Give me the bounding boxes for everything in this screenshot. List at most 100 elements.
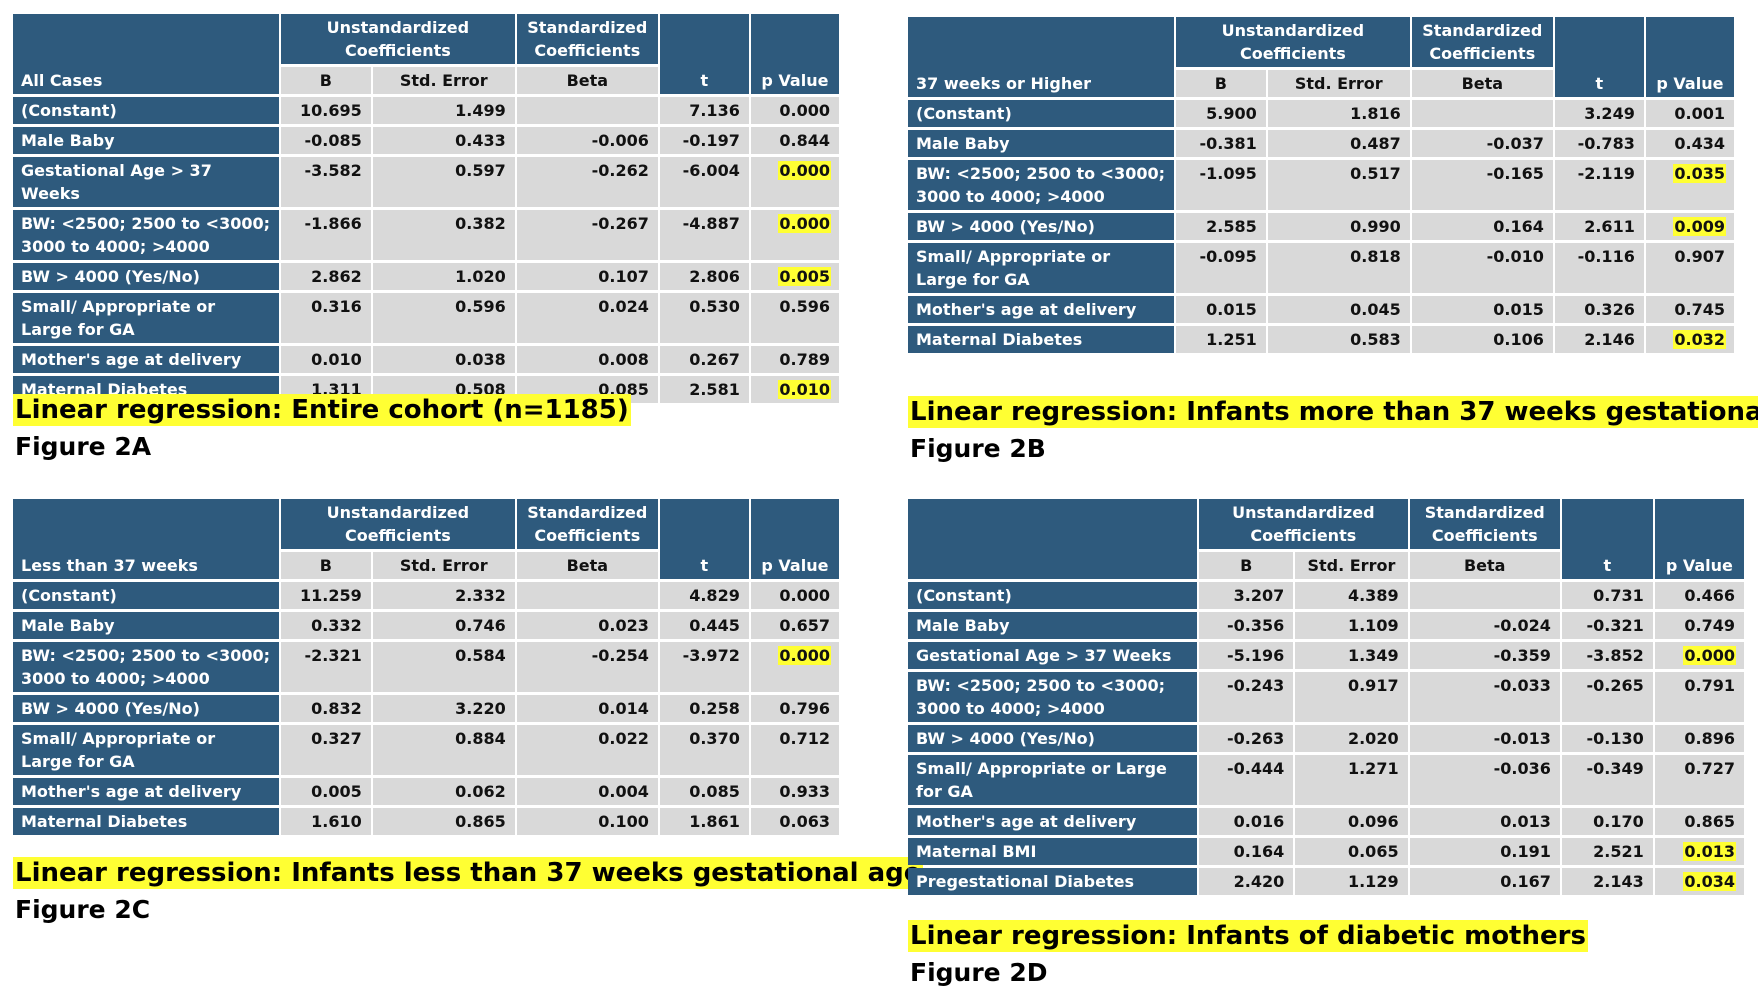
- row-label: Small/ Appropriate or Large for GA: [13, 725, 280, 775]
- cell-value: 0.884: [455, 729, 506, 748]
- value-cell: 0.014: [516, 695, 658, 722]
- data-row: Maternal Diabetes 1.610 0.865 0.100 1.861 0.0…: [13, 808, 839, 835]
- cell-value: 2.332: [455, 586, 506, 605]
- value-cell: 0.865: [1654, 808, 1744, 835]
- cell-value: 0.063: [779, 812, 830, 831]
- value-cell: -0.262: [516, 157, 658, 207]
- row-label: Mother's age at delivery: [908, 296, 1175, 323]
- value-cell: -0.783: [1554, 130, 1644, 157]
- row-label: BW: <2500; 2500 to <3000; 3000 to 4000; …: [908, 672, 1198, 722]
- data-row: BW > 4000 (Yes/No) 2.585 0.990 0.164 2.611 0.…: [908, 213, 1734, 240]
- value-cell: 2.020: [1295, 725, 1408, 752]
- cell-value: -5.196: [1227, 646, 1285, 665]
- value-cell: -0.085: [281, 127, 371, 154]
- value-cell: -0.444: [1199, 755, 1294, 805]
- cell-value: 2.611: [1584, 217, 1635, 236]
- value-cell: 0.327: [281, 725, 371, 775]
- value-cell: 2.862: [281, 263, 371, 290]
- value-cell: 0.370: [659, 725, 749, 775]
- row-label: Maternal BMI: [908, 838, 1198, 865]
- cell-value: 0.258: [689, 699, 740, 718]
- data-row: Small/ Appropriate or Large for GA -0.444…: [908, 755, 1744, 805]
- column-header: p Value: [1645, 17, 1734, 97]
- value-cell: 0.010: [281, 346, 371, 373]
- value-cell: 0.749: [1654, 612, 1744, 639]
- value-cell: 0.010: [750, 376, 839, 403]
- cell-value: 1.020: [455, 267, 506, 286]
- caption-text: Linear regression: Infants more than 37 …: [908, 396, 1758, 428]
- row-label: (Constant): [13, 97, 280, 124]
- cell-value: -0.010: [1486, 247, 1544, 266]
- value-cell: 0.746: [372, 612, 515, 639]
- cell-value: 3.207: [1233, 586, 1285, 605]
- column-header: t: [1561, 499, 1653, 579]
- column-header: Std. Error: [1295, 552, 1408, 579]
- data-row: Maternal BMI 0.164 0.065 0.191 2.521 0.013: [908, 838, 1744, 865]
- cell-value: 1.610: [311, 812, 362, 831]
- panel-caption: Linear regression: Infants of diabetic m…: [908, 920, 1588, 952]
- value-cell: -0.036: [1409, 755, 1560, 805]
- cell-value: 0.896: [1684, 729, 1735, 748]
- cell-value: -4.887: [682, 214, 740, 233]
- value-cell: 0.001: [1645, 100, 1734, 127]
- value-cell: 2.581: [659, 376, 749, 403]
- value-cell: -2.321: [281, 642, 371, 692]
- row-label: Small/ Appropriate or Large for GA: [908, 243, 1175, 293]
- data-row: (Constant) 11.259 2.332 4.829 0.000: [13, 582, 839, 609]
- cell-value: 0.034: [1683, 872, 1736, 891]
- value-cell: [516, 582, 658, 609]
- value-cell: -0.006: [516, 127, 658, 154]
- column-header: Std. Error: [372, 67, 515, 94]
- value-cell: -4.887: [659, 210, 749, 260]
- value-cell: 0.596: [750, 293, 839, 343]
- value-cell: 0.009: [1645, 213, 1734, 240]
- data-row: Male Baby -0.356 1.109 -0.024 -0.321 0.749: [908, 612, 1744, 639]
- value-cell: -0.265: [1561, 672, 1653, 722]
- cell-value: 0.487: [1350, 134, 1401, 153]
- corner-label: Less than 37 weeks: [13, 499, 280, 579]
- cell-value: -0.262: [591, 161, 649, 180]
- value-cell: 0.731: [1561, 582, 1653, 609]
- regression-panel: All Cases Unstandardized Coefficients Stan…: [11, 11, 841, 406]
- regression-table: Unstandardized Coefficients Standardized …: [906, 496, 1746, 898]
- cell-value: 0.000: [1683, 646, 1736, 665]
- value-cell: -0.356: [1199, 612, 1294, 639]
- value-cell: 0.917: [1295, 672, 1408, 722]
- column-header: t: [1554, 17, 1644, 97]
- cell-value: 0.657: [779, 616, 830, 635]
- value-cell: 0.745: [1645, 296, 1734, 323]
- cell-value: 0.917: [1347, 676, 1399, 695]
- value-cell: 0.034: [1654, 868, 1744, 895]
- cell-value: -0.267: [591, 214, 649, 233]
- header-row: Less than 37 weeks Unstandardized Coeffic…: [13, 499, 839, 579]
- cell-value: 0.009: [1673, 217, 1726, 236]
- value-cell: 0.530: [659, 293, 749, 343]
- value-cell: 4.389: [1295, 582, 1408, 609]
- row-label: BW > 4000 (Yes/No): [908, 725, 1198, 752]
- value-cell: 0.013: [1654, 838, 1744, 865]
- regression-table: All Cases Unstandardized Coefficients Stan…: [11, 11, 841, 406]
- row-label: Maternal Diabetes: [13, 808, 280, 835]
- cell-value: 0.023: [598, 616, 649, 635]
- data-row: BW > 4000 (Yes/No) 2.862 1.020 0.107 2.806 0.…: [13, 263, 839, 290]
- value-cell: 2.521: [1561, 838, 1653, 865]
- cell-value: 0.005: [778, 267, 831, 286]
- cell-value: -1.866: [304, 214, 362, 233]
- row-label: Gestational Age > 37 Weeks: [13, 157, 280, 207]
- value-cell: -3.972: [659, 642, 749, 692]
- cell-value: 1.271: [1347, 759, 1399, 778]
- row-label: BW > 4000 (Yes/No): [13, 263, 280, 290]
- value-cell: 0.038: [372, 346, 515, 373]
- cell-value: 2.806: [689, 267, 740, 286]
- cell-value: 2.862: [311, 267, 362, 286]
- column-header: p Value: [1654, 499, 1744, 579]
- row-label: BW: <2500; 2500 to <3000; 3000 to 4000; …: [13, 210, 280, 260]
- group-header: Unstandardized Coefficients: [281, 14, 515, 64]
- group-header: Standardized Coefficients: [516, 499, 658, 549]
- value-cell: 0.382: [372, 210, 515, 260]
- cell-value: -0.006: [591, 131, 649, 150]
- value-cell: 2.611: [1554, 213, 1644, 240]
- data-row: BW: <2500; 2500 to <3000; 3000 to 4000; …: [13, 642, 839, 692]
- caption-text: Linear regression: Infants less than 37 …: [13, 857, 924, 889]
